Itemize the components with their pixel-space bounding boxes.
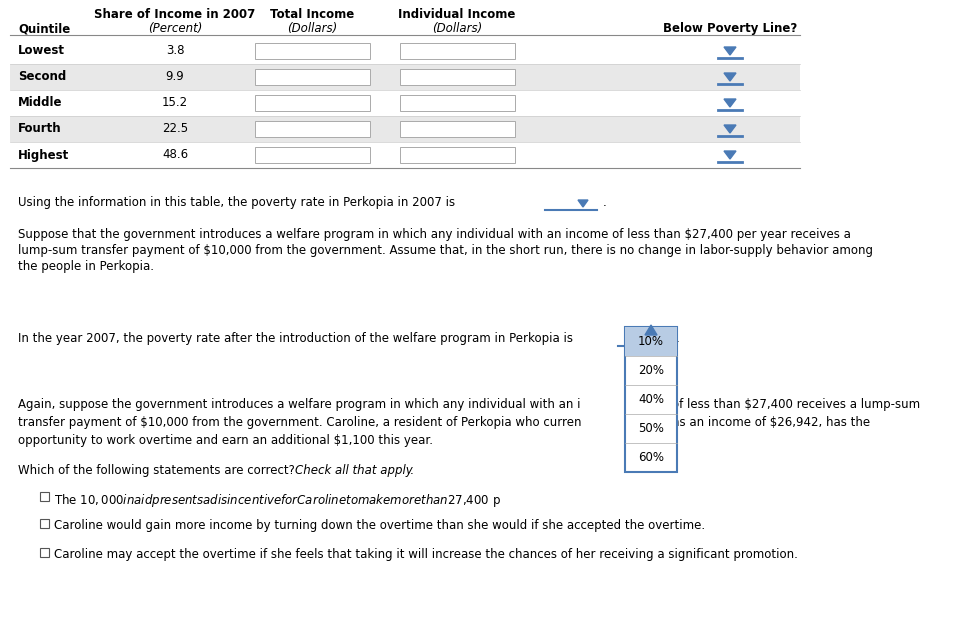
Text: Total Income: Total Income	[270, 8, 354, 21]
Text: transfer payment of $10,000 from the government. Caroline, a resident of Perkopi: transfer payment of $10,000 from the gov…	[18, 416, 581, 429]
Text: In the year 2007, the poverty rate after the introduction of the welfare program: In the year 2007, the poverty rate after…	[18, 332, 573, 345]
Text: Using the information in this table, the poverty rate in Perkopia in 2007 is: Using the information in this table, the…	[18, 196, 455, 209]
Bar	[40, 519, 49, 528]
Bar	[400, 121, 515, 137]
Bar	[10, 116, 800, 142]
Text: 50%: 50%	[638, 422, 664, 435]
Text: Suppose that the government introduces a welfare program in which any individual: Suppose that the government introduces a…	[18, 228, 851, 241]
Text: Middle: Middle	[18, 96, 63, 110]
Polygon shape	[724, 151, 736, 159]
Text: (Dollars): (Dollars)	[287, 22, 337, 35]
Text: opportunity to work overtime and earn an additional $1,100 this year.: opportunity to work overtime and earn an…	[18, 434, 433, 447]
Polygon shape	[578, 200, 588, 207]
Text: Below Poverty Line?: Below Poverty Line?	[663, 22, 797, 35]
Text: of less than $27,400 receives a lump-sum: of less than $27,400 receives a lump-sum	[672, 398, 920, 411]
Text: lump-sum transfer payment of $10,000 from the government. Assume that, in the sh: lump-sum transfer payment of $10,000 fro…	[18, 244, 873, 257]
Text: Caroline may accept the overtime if she feels that taking it will increase the c: Caroline may accept the overtime if she …	[54, 548, 798, 561]
Bar	[255, 147, 370, 163]
Bar	[400, 69, 515, 85]
Text: Second: Second	[18, 71, 67, 83]
Bar	[10, 64, 800, 90]
Text: Which of the following statements are correct?: Which of the following statements are co…	[18, 464, 299, 477]
Text: The $10,000 in aid presents a disincentive for Caroline to make more than $27,40: The $10,000 in aid presents a disincenti…	[54, 492, 501, 509]
Polygon shape	[724, 73, 736, 81]
Bar	[400, 147, 515, 163]
Text: Fourth: Fourth	[18, 122, 62, 136]
Text: 15.2: 15.2	[162, 96, 188, 110]
Polygon shape	[724, 99, 736, 107]
Bar	[255, 43, 370, 59]
Text: ns an income of $26,942, has the: ns an income of $26,942, has the	[672, 416, 870, 429]
Text: 22.5: 22.5	[162, 122, 188, 136]
Text: 60%: 60%	[638, 451, 664, 464]
Text: 10%: 10%	[638, 335, 664, 348]
Polygon shape	[724, 47, 736, 55]
Bar	[255, 69, 370, 85]
Text: Individual Income: Individual Income	[398, 8, 516, 21]
Text: Again, suppose the government introduces a welfare program in which any individu: Again, suppose the government introduces…	[18, 398, 580, 411]
Bar	[400, 95, 515, 111]
Text: 40%: 40%	[638, 393, 664, 406]
Polygon shape	[724, 125, 736, 133]
Text: (Dollars): (Dollars)	[432, 22, 482, 35]
Text: 20%: 20%	[638, 364, 664, 377]
Text: Quintile: Quintile	[18, 22, 70, 35]
Text: .: .	[676, 332, 680, 345]
Text: Check all that apply: Check all that apply	[295, 464, 413, 477]
Bar	[40, 548, 49, 557]
Bar	[255, 121, 370, 137]
Polygon shape	[645, 325, 657, 335]
Polygon shape	[651, 336, 661, 343]
Text: Lowest: Lowest	[18, 45, 65, 57]
Bar	[625, 327, 677, 356]
Bar	[40, 492, 49, 501]
Text: the people in Perkopia.: the people in Perkopia.	[18, 260, 154, 273]
Text: Share of Income in 2007: Share of Income in 2007	[94, 8, 255, 21]
Text: 48.6: 48.6	[162, 148, 188, 162]
Bar	[625, 327, 677, 472]
Bar	[400, 43, 515, 59]
Text: 3.8: 3.8	[166, 45, 184, 57]
Text: Highest: Highest	[18, 148, 69, 162]
Text: .: .	[603, 196, 606, 209]
Text: Caroline would gain more income by turning down the overtime than she would if s: Caroline would gain more income by turni…	[54, 519, 705, 532]
Text: (Percent): (Percent)	[147, 22, 202, 35]
Text: 9.9: 9.9	[166, 71, 184, 83]
Bar	[255, 95, 370, 111]
Text: .: .	[410, 464, 414, 477]
